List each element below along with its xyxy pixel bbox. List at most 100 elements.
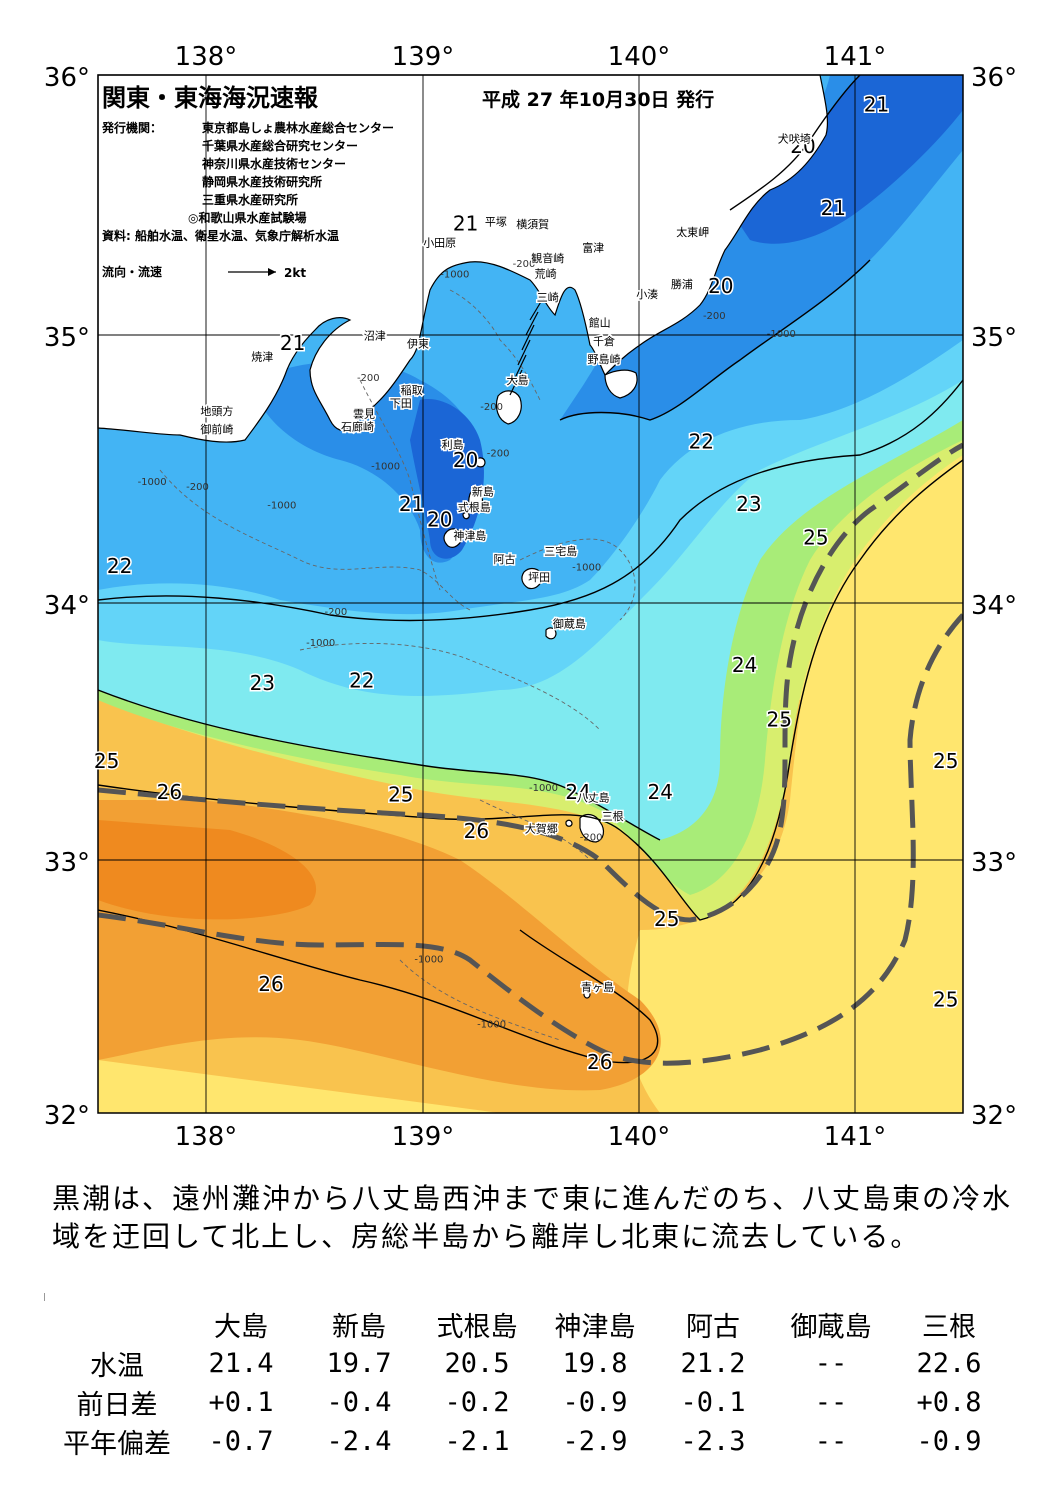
isotherm-label: 21: [280, 331, 305, 355]
island-hachijo-kojima: [565, 819, 573, 827]
issuers-label: 発行機関：: [101, 120, 162, 135]
row-label: 水温: [90, 1351, 144, 1382]
table-cell: 22.6: [916, 1348, 982, 1379]
current-vectors: [509, 299, 543, 396]
place-label: 利島: [442, 438, 464, 452]
place-label: 三崎: [537, 290, 559, 304]
table-cell: --: [814, 1426, 848, 1457]
isotherm-label: 20: [708, 274, 733, 298]
lon-bottom-139: 139°: [392, 1122, 455, 1152]
lat-left-32: 32°: [44, 1101, 90, 1131]
isotherm-label: 22: [107, 554, 132, 578]
place-label: 富津: [582, 241, 604, 255]
isotherm-lines: [98, 75, 963, 1064]
isotherm-label: 26: [587, 1050, 612, 1074]
col-header: 新島: [332, 1312, 386, 1343]
place-label: 小湊: [636, 287, 658, 301]
table-cell: 21.2: [680, 1348, 746, 1379]
table-cell: --: [814, 1348, 848, 1379]
place-label: 太東岬: [676, 226, 709, 239]
depth-label: -1000: [477, 1019, 506, 1030]
place-label: 雲見: [353, 408, 375, 421]
map-frame: [97, 74, 964, 1114]
issuer-2: 千葉県水産総合研究センター: [202, 138, 358, 153]
isotherm-label: 23: [736, 492, 761, 516]
land: [97, 74, 829, 999]
isotherm-label: 21: [821, 196, 846, 220]
table-cell: -2.1: [444, 1426, 510, 1457]
map-title: 関東・東海海況速報: [102, 84, 319, 112]
island-aogashima: [583, 989, 591, 999]
place-label: 三宅島: [544, 544, 577, 558]
separator-mark: [44, 1293, 45, 1301]
table-row-water-temp: 水温 21.4 19.7 20.5 19.8 21.2 -- 22.6: [52, 1344, 1008, 1383]
depth-label: -1000: [267, 500, 296, 511]
lat-right-32: 32°: [971, 1101, 1017, 1131]
depth-label: -200: [357, 373, 380, 384]
island-kozushima: [443, 528, 463, 548]
depth-label: -1000: [414, 955, 443, 966]
zone-25-east: [626, 440, 963, 1113]
current-legend-speed: 2kt: [284, 266, 306, 280]
isotherm-label: 26: [157, 780, 182, 804]
place-label: 沼津: [364, 329, 386, 343]
table-cell: 19.7: [326, 1348, 392, 1379]
island-shikinejima: [462, 511, 470, 520]
lat-right-35: 35°: [971, 323, 1017, 353]
issuer-1: 東京都島しょ農林水産総合センター: [202, 120, 394, 135]
isotherm-label: 26: [258, 972, 283, 996]
place-label: 地頭方: [200, 404, 233, 418]
issue-date: 平成 27 年10月30日 発行: [482, 88, 714, 111]
depth-label: -1000: [440, 269, 469, 280]
isotherm-label: 26: [464, 819, 489, 843]
lon-top-139: 139°: [392, 42, 455, 72]
isotherm-label: 25: [933, 988, 958, 1012]
depth-label: -1000: [767, 329, 796, 340]
place-label: 稲取: [401, 384, 423, 397]
table-corner: [52, 1305, 182, 1344]
isotherm-label: 20: [790, 134, 815, 158]
current-legend-arrowhead: [268, 268, 276, 276]
table-cell: -0.9: [562, 1387, 628, 1418]
table-cell: -2.4: [326, 1426, 392, 1457]
lat-right-36: 36°: [971, 63, 1017, 93]
place-label: 観音崎: [531, 251, 564, 265]
lat-left-35: 35°: [44, 323, 90, 353]
row-label: 平年偏差: [63, 1429, 171, 1460]
col-header: 神津島: [554, 1312, 636, 1343]
isotherm-label: 25: [388, 783, 413, 807]
table-cell: --: [814, 1387, 848, 1418]
depth-label: -1000: [138, 477, 167, 488]
place-label: 御蔵島: [553, 617, 586, 631]
place-label: 下田: [390, 397, 412, 410]
data-source: 資料: 船舶水温、衛星水温、気象庁解析水温: [102, 228, 339, 243]
place-label: 式根島: [458, 500, 491, 514]
lat-right-33: 33°: [971, 848, 1017, 878]
isotherm-label: 25: [766, 707, 791, 731]
place-label: 大島: [507, 373, 529, 387]
isotherm-label: 23: [250, 671, 275, 695]
place-label: 平塚: [485, 216, 507, 229]
isotherm-label: 25: [803, 526, 828, 550]
table-cell: -0.9: [916, 1426, 982, 1457]
table-cell: -0.7: [208, 1426, 274, 1457]
depth-label: -1000: [572, 563, 601, 574]
table-cell: -0.2: [444, 1387, 510, 1418]
isotherm-label: 24: [732, 653, 757, 677]
island-oshima: [495, 390, 522, 425]
isotherm-label: 20: [453, 448, 478, 472]
col-header: 阿古: [686, 1312, 740, 1343]
table-cell: -0.1: [680, 1387, 746, 1418]
place-label: 横須賀: [516, 217, 549, 231]
table-cell: 20.5: [444, 1348, 510, 1379]
zone-28: [98, 820, 317, 920]
place-label: 焼津: [251, 351, 273, 364]
lat-left-34: 34°: [44, 591, 90, 621]
island-miyakejima: [521, 567, 543, 590]
place-label: 勝浦: [671, 277, 693, 291]
place-label: 大賀郷: [525, 822, 558, 836]
land-kanto: [97, 74, 829, 443]
lat-left-33: 33°: [44, 848, 90, 878]
current-legend-label: 流向・流速: [102, 264, 162, 279]
